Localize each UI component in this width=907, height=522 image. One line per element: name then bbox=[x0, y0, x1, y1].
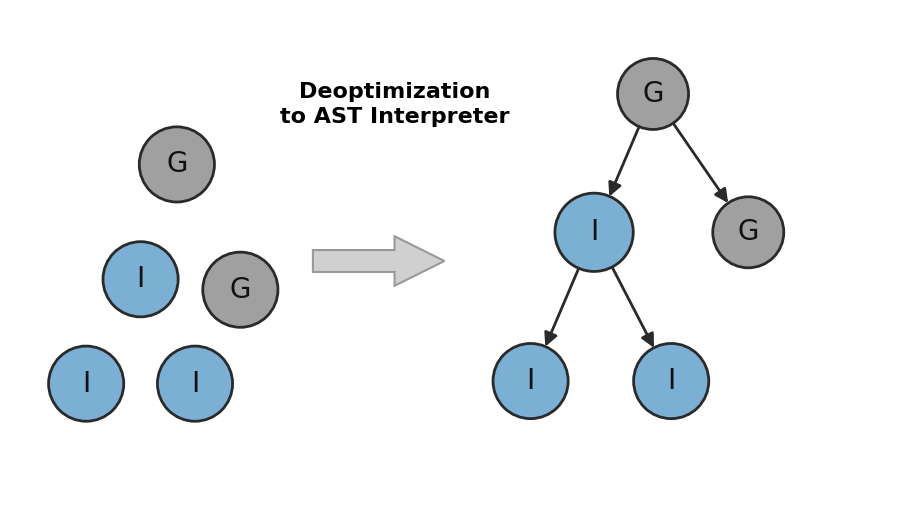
Text: I: I bbox=[190, 370, 200, 398]
Circle shape bbox=[618, 58, 688, 129]
Circle shape bbox=[493, 343, 568, 419]
Text: Deoptimization
to AST Interpreter: Deoptimization to AST Interpreter bbox=[279, 82, 510, 127]
Circle shape bbox=[555, 193, 633, 271]
Circle shape bbox=[634, 343, 708, 419]
Text: I: I bbox=[667, 367, 676, 395]
Text: I: I bbox=[136, 265, 145, 293]
Text: G: G bbox=[642, 80, 664, 108]
Text: G: G bbox=[737, 218, 759, 246]
Circle shape bbox=[713, 197, 784, 268]
FancyArrow shape bbox=[313, 236, 444, 286]
Circle shape bbox=[49, 346, 123, 421]
Text: I: I bbox=[526, 367, 535, 395]
Circle shape bbox=[140, 127, 214, 202]
Circle shape bbox=[103, 242, 178, 317]
Text: I: I bbox=[82, 370, 91, 398]
Text: G: G bbox=[229, 276, 251, 304]
Circle shape bbox=[158, 346, 232, 421]
Text: G: G bbox=[166, 150, 188, 179]
Text: I: I bbox=[590, 218, 599, 246]
Circle shape bbox=[203, 252, 278, 327]
